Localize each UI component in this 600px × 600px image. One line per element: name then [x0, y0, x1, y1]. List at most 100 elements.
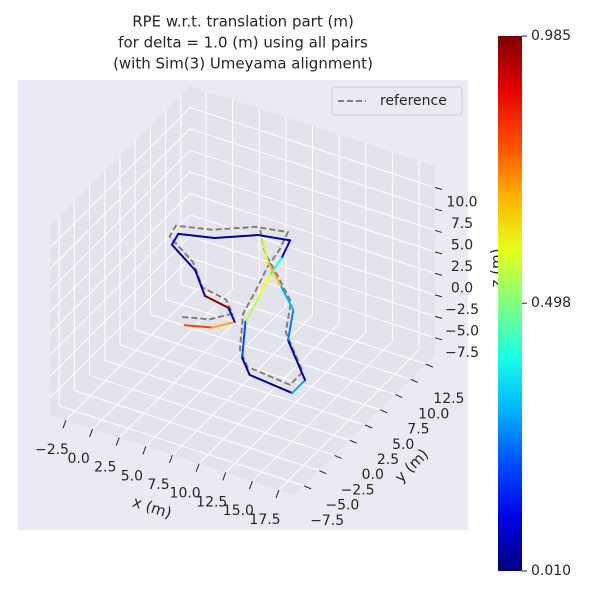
z-tick-label: −5.0: [445, 323, 479, 339]
trajectory-segment: [177, 232, 216, 239]
trajectory-segment: [194, 269, 206, 297]
tick-mark: [169, 454, 173, 464]
tick-mark: [434, 208, 443, 212]
y-tick-label: 10.0: [418, 406, 449, 422]
grid-line: [189, 171, 436, 253]
trajectory-segment: [257, 273, 271, 300]
y-tick-label: 7.5: [407, 422, 429, 438]
tick-mark: [434, 186, 443, 190]
grid-line: [189, 214, 436, 296]
grid-line: [189, 257, 436, 339]
tick-mark: [395, 394, 403, 399]
colorbar: [498, 36, 522, 571]
legend-label: reference: [380, 93, 447, 109]
tick-mark: [434, 315, 443, 319]
x-tick-label: 7.5: [147, 477, 169, 493]
trajectory-segment: [170, 232, 180, 246]
x-tick-label: −2.5: [35, 442, 69, 458]
trajectory-segment: [241, 320, 247, 359]
grid-line: [49, 193, 191, 334]
z-tick-label: 2.5: [451, 259, 473, 275]
tick-mark: [364, 424, 373, 429]
tick-mark: [410, 378, 418, 383]
tick-mark: [349, 439, 357, 444]
tick-mark: [434, 294, 443, 298]
grid-line: [74, 390, 320, 472]
trajectory-segment: [211, 320, 236, 329]
grid-line: [58, 405, 305, 487]
colorbar-tick-label: 0.498: [531, 295, 571, 311]
grid-line: [189, 149, 436, 231]
trajectory-segment: [248, 373, 294, 395]
grid-line: [49, 214, 191, 356]
y-tick-label: 5.0: [392, 437, 414, 453]
trajectory-segment: [279, 284, 295, 312]
x-tick-label: 5.0: [121, 468, 143, 484]
trajectory-segment: [287, 339, 307, 382]
z-tick-label: 0.0: [451, 280, 473, 296]
tick-mark: [62, 420, 67, 429]
tick-mark: [425, 363, 434, 368]
trajectory-segment: [266, 261, 282, 287]
trajectory-segment: [244, 297, 260, 323]
z-tick-label: −7.5: [445, 345, 479, 361]
tick-mark: [275, 489, 280, 498]
grid-line: [49, 107, 191, 248]
chart-title: RPE w.r.t. translation part (m): [132, 13, 354, 31]
x-tick-label: 10.0: [170, 486, 201, 502]
x-tick-label: 17.5: [249, 512, 280, 528]
grid-line: [150, 314, 396, 396]
trajectory-segment: [261, 237, 269, 264]
tick-mark: [248, 480, 253, 490]
grid-line: [49, 128, 191, 270]
legend-box: [331, 86, 463, 116]
z-tick-label: 5.0: [451, 237, 473, 253]
tick-mark: [434, 272, 443, 276]
x-tick-label: 12.5: [196, 494, 227, 510]
tick-mark: [115, 437, 120, 446]
x-tick-label: 15.0: [223, 503, 254, 519]
trajectory-segment: [257, 234, 292, 242]
z-tick-label: 10.0: [446, 194, 477, 210]
trajectory-segment: [241, 356, 251, 376]
tick-mark: [89, 428, 94, 438]
grid-line: [135, 329, 381, 411]
tick-mark: [222, 472, 227, 481]
reference-line: [168, 224, 304, 387]
tick-mark: [434, 337, 443, 341]
grid-line: [189, 192, 436, 274]
grid-line: [49, 235, 191, 377]
trajectory-segment: [227, 306, 236, 323]
grid-line: [49, 150, 191, 291]
y-tick-label: 12.5: [433, 391, 464, 407]
tick-mark: [195, 463, 200, 472]
grid-line: [49, 257, 191, 399]
trajectory-segment: [170, 243, 197, 272]
trajectory-segment: [268, 257, 283, 276]
chart-title: (with Sim(3) Umeyama alignment): [113, 55, 373, 73]
grid-line: [49, 171, 191, 313]
tick-mark: [142, 446, 147, 455]
trajectory-segment: [291, 379, 307, 395]
colorbar-tick-label: 0.010: [531, 563, 571, 579]
y-tick-label: −2.5: [341, 482, 375, 498]
tick-mark: [303, 485, 312, 490]
trajectory-segment: [213, 234, 260, 239]
y-tick-label: −7.5: [310, 513, 344, 529]
grid-line: [189, 107, 436, 188]
tick-mark: [334, 454, 342, 459]
y-tick-label: 0.0: [362, 467, 384, 483]
z-tick-label: 7.5: [451, 216, 473, 232]
trajectory-segment: [280, 239, 292, 260]
trajectory-segment: [287, 309, 295, 342]
grid-line: [89, 374, 335, 456]
trajectory-segment: [183, 324, 214, 329]
tick-mark: [434, 229, 443, 233]
grid-line: [189, 235, 436, 317]
tick-mark: [380, 409, 388, 414]
chart-title: for delta = 1.0 (m) using all pairs: [118, 34, 368, 52]
grid-line: [104, 359, 350, 441]
x-tick-label: 0.0: [67, 451, 89, 467]
grid-line: [180, 283, 427, 365]
